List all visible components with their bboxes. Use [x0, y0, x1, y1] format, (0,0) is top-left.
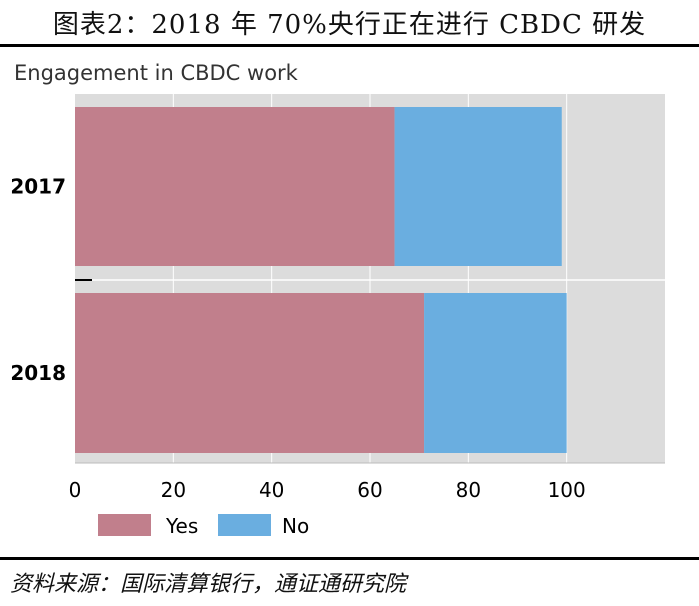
- x-tick-label: 40: [259, 478, 284, 502]
- y-tick-label: 2018: [10, 361, 66, 385]
- legend-label-yes: Yes: [165, 514, 198, 538]
- bar-no-2018: [424, 293, 567, 453]
- legend-swatch-no: [218, 514, 271, 536]
- y-tick-label: 2017: [10, 175, 66, 199]
- source-note: 资料来源：国际清算银行，通证通研究院: [10, 572, 407, 597]
- chart-title: Engagement in CBDC work: [14, 61, 299, 85]
- x-tick-label: 60: [357, 478, 382, 502]
- x-tick-label: 0: [69, 478, 82, 502]
- bar-yes-2017: [75, 107, 395, 266]
- x-tick-label: 80: [456, 478, 481, 502]
- bar-yes-2018: [75, 293, 425, 453]
- bar-no-2017: [394, 107, 562, 266]
- legend-swatch-yes: [98, 514, 151, 536]
- legend-label-no: No: [282, 514, 309, 538]
- bottom-rule: [0, 557, 699, 560]
- stacked-bar-chart: Engagement in CBDC work 2017 2018 0 20 40 60 8…: [10, 61, 665, 538]
- x-tick-label: 20: [161, 478, 186, 502]
- x-tick-label: 100: [548, 478, 586, 502]
- top-rule: [0, 44, 699, 47]
- figure-title: 图表2：2018 年 70%央行正在进行 CBDC 研发: [52, 10, 647, 40]
